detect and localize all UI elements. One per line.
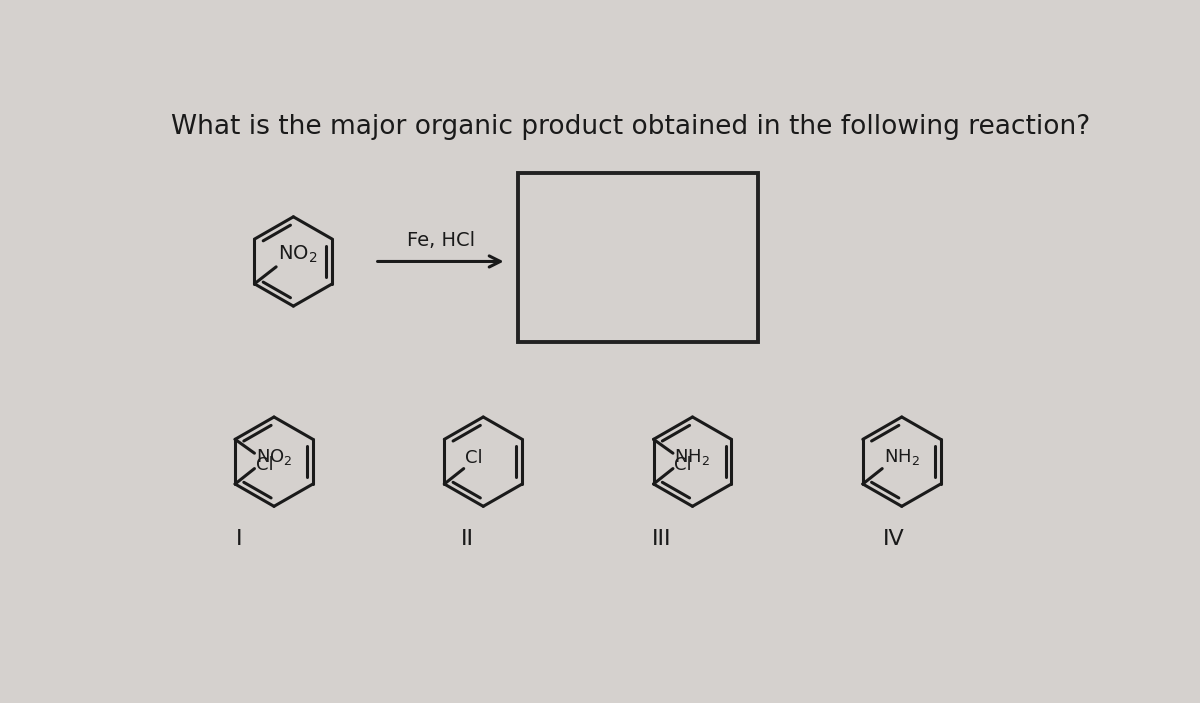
Text: Cl: Cl (674, 456, 692, 475)
Bar (518, 173, 758, 342)
Text: Fe, HCl: Fe, HCl (407, 231, 475, 250)
Text: $\mathregular{NH_2}$: $\mathregular{NH_2}$ (674, 447, 710, 467)
Text: II: II (461, 529, 474, 548)
Text: What is the major organic product obtained in the following reaction?: What is the major organic product obtain… (170, 114, 1090, 140)
Text: $\mathregular{NO_2}$: $\mathregular{NO_2}$ (256, 447, 293, 467)
Text: $\mathregular{NO_2}$: $\mathregular{NO_2}$ (278, 243, 318, 264)
Text: Cl: Cl (256, 456, 274, 475)
Text: Cl: Cl (466, 449, 482, 467)
Text: I: I (236, 529, 242, 548)
Text: IV: IV (883, 529, 905, 548)
Text: $\mathregular{NH_2}$: $\mathregular{NH_2}$ (883, 447, 919, 467)
Text: III: III (652, 529, 671, 548)
